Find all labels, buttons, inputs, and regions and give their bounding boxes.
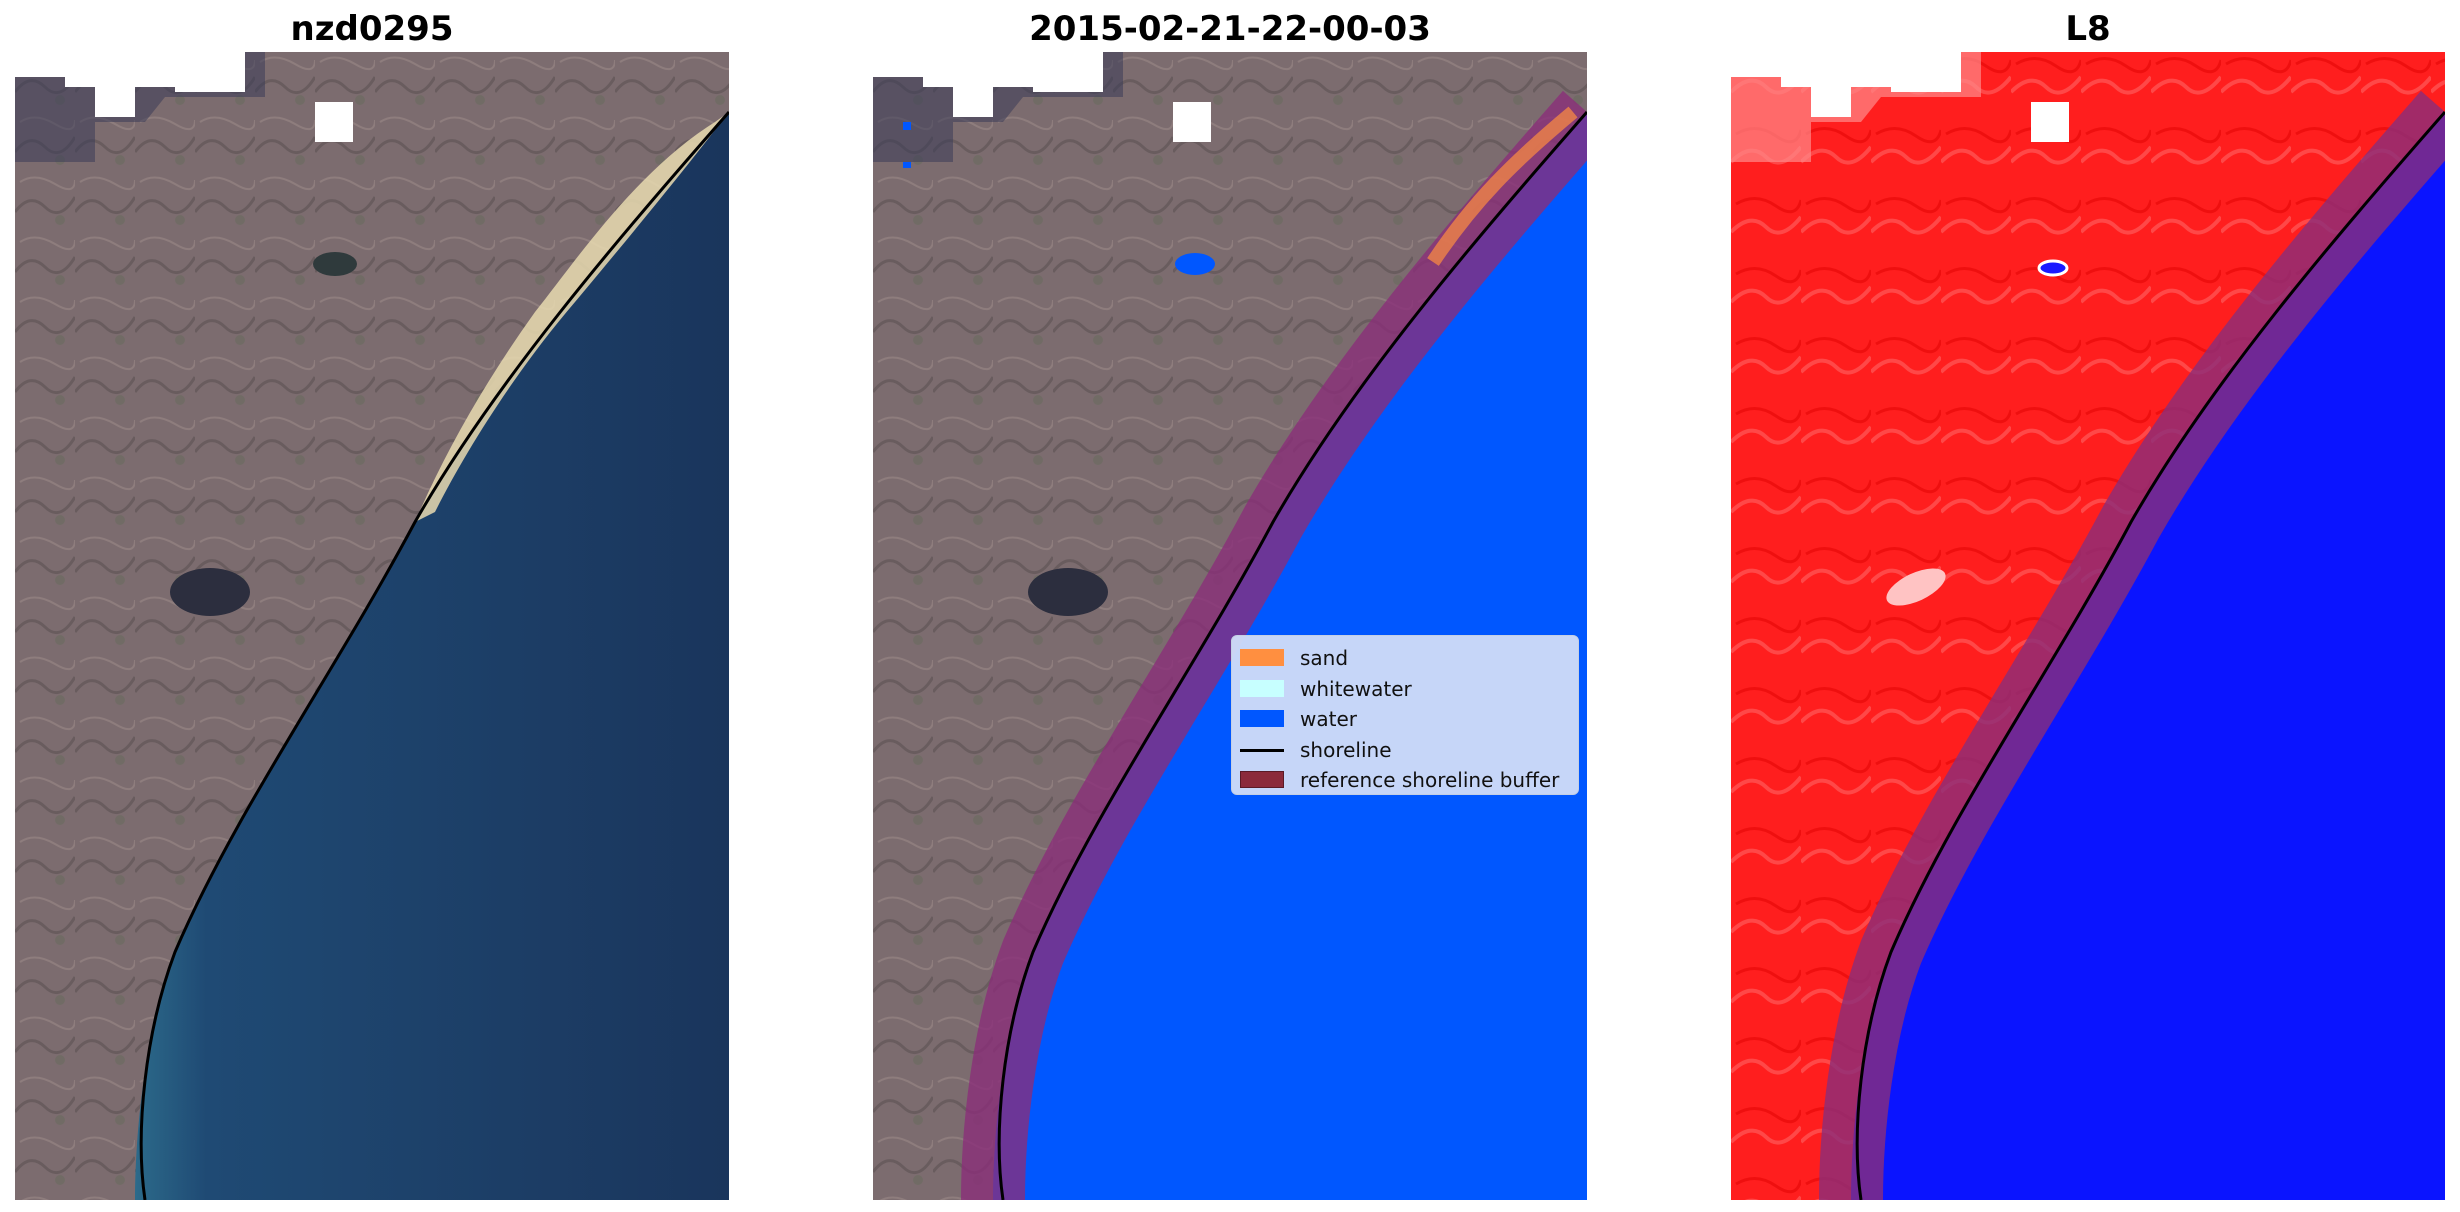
pond-index (2037, 259, 2069, 277)
pond-water-class (1175, 253, 1215, 275)
water-index-panel (1731, 52, 2445, 1200)
legend-item-whitewater: whitewater (1232, 674, 1578, 705)
no-data-area (873, 52, 1103, 117)
legend-item-sand: sand (1232, 643, 1578, 674)
sand-class-patch (1427, 106, 1578, 266)
legend-swatch-buffer (1240, 771, 1284, 788)
lake-index (1886, 568, 1946, 606)
panel-title-rgb: nzd0295 (290, 9, 454, 49)
legend-swatch-whitewater (1240, 679, 1284, 697)
no-data-patch (1173, 102, 1211, 142)
panel-title-index: L8 (2065, 9, 2111, 49)
legend-item-water: water (1232, 704, 1578, 735)
lake (170, 568, 250, 616)
classified-image-panel (873, 52, 1587, 1200)
legend-item-shoreline: shoreline (1232, 735, 1578, 766)
legend: sand whitewater water shoreline referenc… (1231, 635, 1579, 795)
water-class-speck (903, 122, 911, 130)
no-data-patch (315, 102, 353, 142)
shoreline-line (997, 111, 1587, 1200)
ocean-area (135, 112, 729, 1200)
no-data-patch (2031, 102, 2069, 142)
legend-label: water (1300, 707, 1357, 731)
shoreline-line (139, 111, 729, 1200)
legend-swatch-water (1240, 710, 1284, 727)
lake (1028, 568, 1108, 616)
no-data-area (1731, 52, 1961, 117)
beach-dunes (415, 112, 729, 522)
legend-label: sand (1300, 646, 1349, 670)
legend-line-shoreline (1240, 748, 1284, 752)
water-class-speck (903, 162, 911, 168)
legend-label: whitewater (1300, 676, 1412, 701)
legend-label: reference shoreline buffer (1300, 768, 1560, 792)
water-index-area (1851, 112, 2445, 1200)
pond (313, 252, 357, 276)
no-data-area (15, 52, 245, 117)
legend-swatch-sand (1240, 649, 1284, 666)
shoreline-line (1855, 111, 2445, 1200)
legend-item-reference-buffer: reference shoreline buffer (1232, 765, 1578, 796)
legend-label: shoreline (1300, 737, 1392, 762)
rgb-image-panel (15, 52, 729, 1200)
panel-title-classified: 2015-02-21-22-00-03 (1029, 9, 1431, 49)
